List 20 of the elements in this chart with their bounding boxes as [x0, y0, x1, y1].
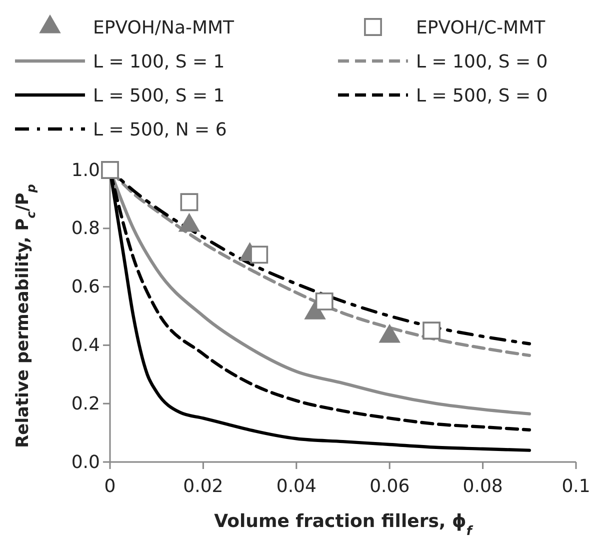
legend-label: EPVOH/Na-MMT: [93, 17, 236, 38]
y-tick-label: 0.4: [71, 334, 100, 356]
legend-label: EPVOH/C-MMT: [416, 17, 546, 38]
legend-label: L = 100, S = 0: [416, 51, 548, 72]
x-axis-title: Volume fraction fillers, ϕ$_{f}$: [214, 511, 474, 538]
x-tick-label: 0.02: [183, 476, 224, 497]
x-tick-label: 0: [104, 476, 116, 497]
legend-label: L = 500, N = 6: [93, 119, 227, 140]
y-tick-label: 1.0: [71, 160, 100, 181]
legend-label: L = 100, S = 1: [93, 51, 225, 72]
legend-label: L = 500, S = 1: [93, 85, 225, 106]
y-tick-label: 0.0: [71, 452, 100, 473]
x-tick-label: 0.04: [276, 476, 316, 497]
x-tick-label: 0.06: [370, 476, 410, 497]
y-tick-label: 0.2: [71, 393, 100, 414]
x-tick-label: 0.1: [562, 476, 590, 497]
y-tick-label: 0.8: [71, 218, 100, 240]
x-tick-label: 0.08: [462, 476, 503, 497]
y-tick-label: 0.6: [71, 276, 100, 298]
legend-label: L = 500, S = 0: [416, 85, 548, 106]
